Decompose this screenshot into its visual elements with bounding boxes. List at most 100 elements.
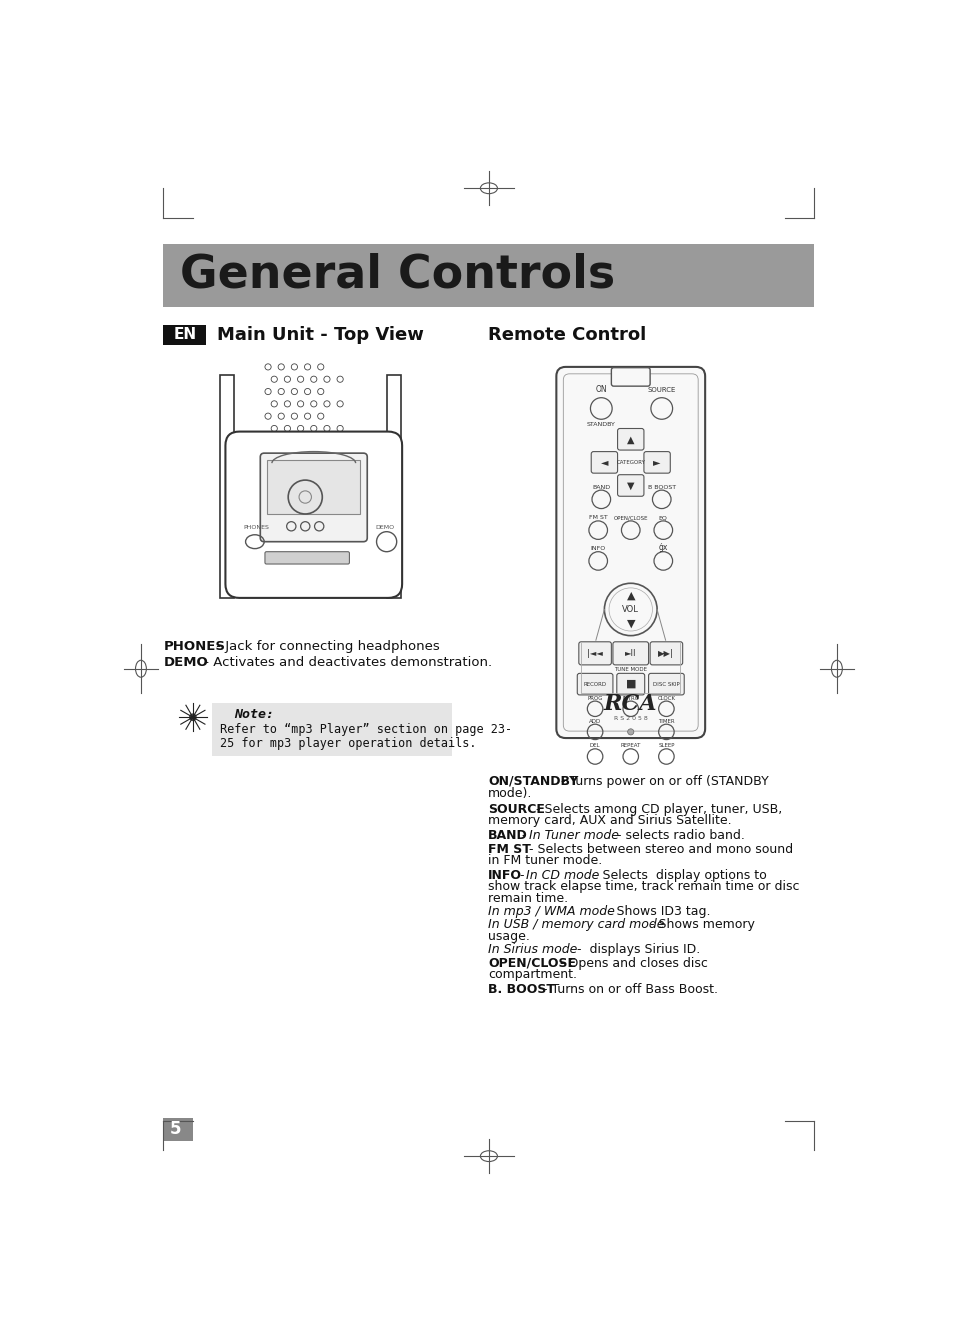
Text: SLEEP: SLEEP [658,743,674,749]
Text: SOURCE: SOURCE [647,387,676,392]
Text: ►: ► [653,457,660,468]
FancyBboxPatch shape [617,474,643,497]
FancyBboxPatch shape [643,452,670,473]
Text: ▼: ▼ [626,481,634,490]
Text: 25 for mp3 player operation details.: 25 for mp3 player operation details. [220,737,476,750]
Text: usage.: usage. [488,930,530,943]
FancyBboxPatch shape [163,244,814,307]
Text: show track elapse time, track remain time or disc: show track elapse time, track remain tim… [488,881,799,893]
FancyBboxPatch shape [267,460,360,514]
Text: TIMER: TIMER [658,718,674,723]
Text: DEMO: DEMO [163,656,208,669]
Text: -: - [516,869,528,882]
Text: DISC SKIP: DISC SKIP [653,681,679,686]
Text: Refer to “mp3 Player” section on page 23-: Refer to “mp3 Player” section on page 23… [220,723,512,737]
Text: mode).: mode). [488,787,532,799]
Text: TUNE MODE: TUNE MODE [614,668,646,672]
Text: -  displays Sirius ID.: - displays Sirius ID. [573,943,700,955]
Text: In mp3 / WMA mode: In mp3 / WMA mode [488,905,615,918]
FancyBboxPatch shape [611,367,649,386]
Text: R S 2 0 5 8: R S 2 0 5 8 [613,716,647,721]
Text: RCA: RCA [603,693,657,716]
FancyBboxPatch shape [617,428,643,451]
Text: FM ST: FM ST [488,843,531,856]
FancyBboxPatch shape [591,452,617,473]
Text: General Controls: General Controls [180,253,615,298]
Text: OPEN/CLOSE: OPEN/CLOSE [488,957,576,970]
FancyBboxPatch shape [612,641,648,665]
FancyBboxPatch shape [225,432,402,598]
Text: EQ: EQ [659,515,667,521]
FancyBboxPatch shape [387,375,401,598]
Text: - Selects between stereo and mono sound: - Selects between stereo and mono sound [524,843,792,856]
Text: ▼: ▼ [626,619,635,628]
Circle shape [627,729,633,735]
FancyBboxPatch shape [577,673,612,694]
Text: BAND: BAND [488,829,527,841]
Text: In Sirius mode: In Sirius mode [488,943,577,955]
Text: ■: ■ [625,680,636,689]
Text: ►II: ►II [624,649,636,657]
Text: - Shows memory: - Shows memory [645,918,755,931]
Text: - Jack for connecting headphones: - Jack for connecting headphones [212,640,439,653]
Text: remain time.: remain time. [488,892,568,905]
Text: ADD: ADD [588,718,600,723]
Text: - Opens and closes disc: - Opens and closes disc [555,957,707,970]
FancyBboxPatch shape [220,375,233,598]
Text: ON: ON [595,384,606,394]
FancyBboxPatch shape [265,551,349,564]
Text: compartment.: compartment. [488,969,577,982]
Text: - Selects among CD player, tuner, USB,: - Selects among CD player, tuner, USB, [532,803,781,816]
Text: ▶▶|: ▶▶| [658,649,674,657]
Text: EN: EN [173,327,196,342]
Text: REPEAT: REPEAT [619,743,640,749]
Text: VOL: VOL [621,606,639,613]
FancyBboxPatch shape [648,673,683,694]
Text: BAND: BAND [592,485,610,489]
FancyBboxPatch shape [163,325,206,344]
Text: INFO: INFO [590,546,605,551]
Text: ON/STANDBY: ON/STANDBY [488,775,578,788]
Text: in FM tuner mode.: in FM tuner mode. [488,855,601,868]
Text: ▲: ▲ [626,435,634,444]
Text: -: - [517,829,530,841]
Text: - selects radio band.: - selects radio band. [612,829,744,841]
Text: SOURCE: SOURCE [488,803,544,816]
Text: - Turns power on or off (STANDBY: - Turns power on or off (STANDBY [557,775,768,788]
Text: Remote Control: Remote Control [488,326,646,343]
Text: memory card, AUX and Sirius Satellite.: memory card, AUX and Sirius Satellite. [488,815,731,827]
Text: DEMO: DEMO [375,525,394,530]
Text: ◄: ◄ [600,457,607,468]
Text: INTRO: INTRO [621,696,639,701]
Text: STANDBY: STANDBY [586,421,615,427]
Text: 5: 5 [170,1120,181,1138]
FancyBboxPatch shape [163,1118,193,1141]
Text: In USB / memory card mode: In USB / memory card mode [488,918,664,931]
FancyBboxPatch shape [617,673,644,694]
Text: - Selects  display options to: - Selects display options to [589,869,765,882]
FancyBboxPatch shape [578,641,611,665]
Text: INFO: INFO [488,869,521,882]
Text: - Activates and deactivates demonstration.: - Activates and deactivates demonstratio… [199,656,492,669]
Text: B BOOST: B BOOST [647,485,675,489]
Text: PHONES: PHONES [243,525,269,530]
Text: PHONES: PHONES [163,640,225,653]
Text: |◄◄: |◄◄ [586,649,602,657]
Circle shape [189,713,196,721]
Text: Note:: Note: [233,708,274,721]
Text: PROG: PROG [587,696,602,701]
Text: Main Unit - Top View: Main Unit - Top View [216,326,423,343]
Text: DEL: DEL [589,743,599,749]
Text: FM ST: FM ST [588,515,607,521]
Text: B. BOOST: B. BOOST [488,983,555,996]
FancyBboxPatch shape [556,367,704,738]
Text: OPEN/CLOSE: OPEN/CLOSE [613,515,647,521]
Text: CLOCK: CLOCK [657,696,675,701]
Text: CATEGORY: CATEGORY [616,460,644,465]
FancyBboxPatch shape [260,453,367,542]
Text: In CD mode: In CD mode [525,869,598,882]
FancyBboxPatch shape [212,704,452,755]
Text: In Tuner mode: In Tuner mode [529,829,618,841]
Text: ▲: ▲ [626,591,635,600]
Text: ǵx: ǵx [658,543,667,553]
